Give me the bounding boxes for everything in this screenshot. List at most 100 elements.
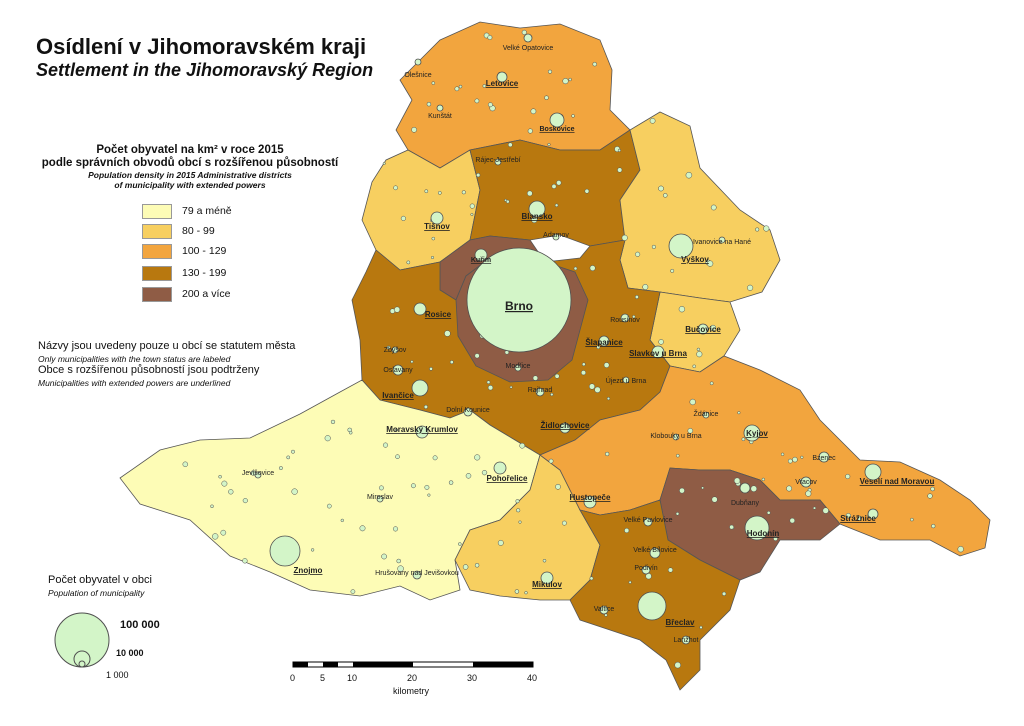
village-dot [378,485,384,491]
village-dot [519,442,526,449]
village-dot [555,483,561,490]
population-legend-subtitle: Population of municipality [48,588,145,598]
legend-title-cz-1: Počet obyvatel na km² v roce 2015 [96,144,284,156]
village-dot [486,380,491,385]
village-dot [382,442,389,448]
note-underlined-cz: Obce s rozšířenou působností jsou podtrž… [38,364,260,376]
map-title: Osídlení v Jihomoravském kraji [36,34,367,59]
population-size-legend [54,612,110,668]
village-dot [763,225,770,232]
village-dot [394,428,398,432]
village-dot [326,503,332,509]
village-dot [497,539,504,546]
village-dot [481,469,488,476]
village-dot [340,518,344,523]
village-dot [674,661,681,669]
district-znojmo-krumlov [119,379,541,601]
town-label: Podivín [634,565,657,572]
town-circle [651,345,665,359]
village-dot [588,383,596,390]
village-dot [605,451,610,457]
village-dot [649,117,656,124]
scale-tick-10: 10 [347,673,358,683]
village-dot [628,580,632,584]
village-dot [556,180,562,186]
village-dot [766,510,771,515]
village-dot [711,496,718,503]
town-label: Mikulov [532,580,562,589]
town-circle [552,233,560,241]
village-dot [812,506,817,510]
village-dot [474,353,480,359]
town-circle [414,58,422,66]
town-label: Rájec-Jestřebí [475,157,520,164]
town-circle [718,236,726,244]
town-label: Hrušovany nad Jevišovkou [375,570,459,577]
scale-tick-5: 5 [320,673,326,683]
town-circle [599,605,609,615]
village-dot [515,499,520,504]
town-label: Kunštát [428,113,452,120]
town-circle [641,565,651,575]
town-circles [182,29,964,669]
town-label: Velké Opatovice [503,45,554,52]
town-circle [559,422,571,434]
village-dot [678,306,686,313]
town-circle [474,248,488,262]
legend-title-en-1: Population density in 2015 Administrativ… [88,170,292,180]
village-dot [382,162,386,165]
village-dot [474,563,480,568]
village-dot [212,533,219,540]
town-label: Vyškov [681,255,709,264]
legend-class-label: 200 a více [182,288,231,300]
town-circle [583,495,597,509]
village-dot [729,524,734,530]
town-circle [528,200,546,218]
village-dot [573,266,578,271]
town-label: Blansko [521,212,552,221]
town-circle [411,379,429,397]
village-dot [786,485,793,492]
village-dot [482,84,487,88]
village-dot [396,558,401,564]
town-labels: Brno Velké Opatovice Olešnice Letovice Kunšt… [242,45,935,644]
village-dot [330,419,336,425]
town-circle [739,482,751,494]
town-circle [620,313,630,323]
town-label: Moravský Krumlov [386,425,458,434]
town-circle [412,570,422,580]
village-dot [709,381,714,386]
village-dot [210,504,214,509]
village-dot [291,488,298,495]
village-dot [551,183,557,189]
village-dot [514,589,520,594]
town-circle [436,104,444,112]
town-circle [649,547,661,559]
village-dot [410,360,414,364]
town-label: Ivančice [382,391,414,400]
village-dot [397,565,404,572]
town-label: Ždánice [694,409,719,418]
town-label: Valtice [594,606,615,613]
village-dot [658,339,664,345]
town-label: Šlapanice [585,338,623,347]
town-label: Brno [505,299,533,313]
town-circle [392,364,404,376]
town-label: Rajhrad [528,387,553,394]
town-label: Letovice [486,79,519,88]
village-dot [526,190,533,197]
village-dot [957,546,964,553]
village-dot [617,167,623,173]
village-dot [634,295,639,299]
town-label: Kuřim [471,257,491,264]
town-label: Boskovice [539,126,574,133]
village-dot [592,61,597,67]
village-dot [561,520,567,526]
town-circle [466,247,572,353]
village-dot [845,513,851,519]
village-dot [689,398,696,406]
size-label-100000: 100 000 [120,619,160,631]
village-dot [324,435,331,442]
village-dot [424,189,429,194]
